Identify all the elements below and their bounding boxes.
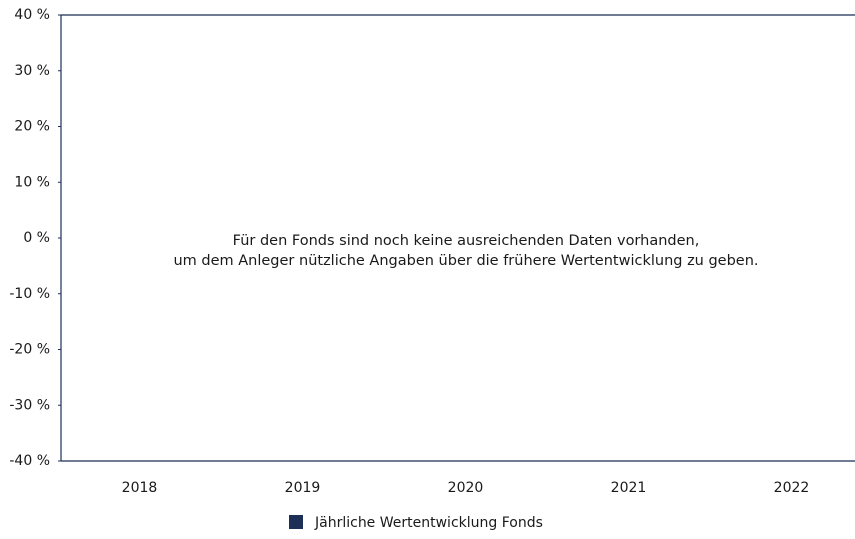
x-tick-label: 2021 <box>611 480 647 496</box>
y-tick-label: -20 % <box>9 342 50 358</box>
legend-swatch <box>289 515 303 529</box>
y-tick-label: -10 % <box>9 286 50 302</box>
x-tick-label: 2020 <box>448 480 484 496</box>
annotation: Für den Fonds sind noch keine ausreichen… <box>233 233 700 249</box>
x-tick-label: 2018 <box>122 480 158 496</box>
y-tick-label: 0 % <box>23 230 50 246</box>
x-tick-label: 2022 <box>774 480 810 496</box>
y-tick-label: 20 % <box>14 119 50 135</box>
legend-label: Jährliche Wertentwicklung Fonds <box>314 515 543 531</box>
x-tick-label: 2019 <box>285 480 321 496</box>
y-tick-label: 40 % <box>14 7 50 23</box>
annotation: um dem Anleger nützliche Angaben über di… <box>173 253 758 269</box>
y-tick-label: -30 % <box>9 397 50 413</box>
y-tick-label: -40 % <box>9 453 50 469</box>
y-tick-label: 30 % <box>14 63 50 79</box>
y-tick-label: 10 % <box>14 174 50 190</box>
